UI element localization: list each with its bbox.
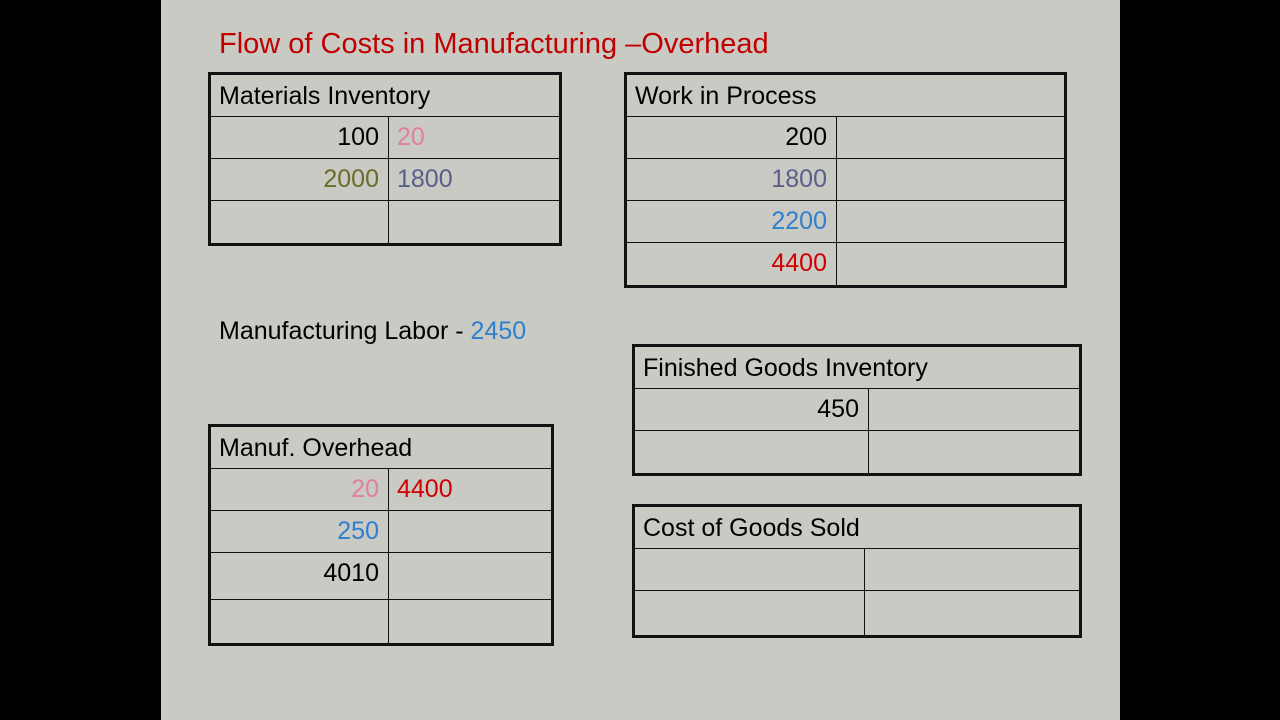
t-account-manufacturing-overhead: Manuf. Overhead 20 4400 250 4010 [208,424,554,646]
account-row [635,591,1079,635]
credit-cell [837,117,1064,158]
credit-cell [837,201,1064,242]
debit-cell [211,201,389,243]
t-account-work-in-process: Work in Process 200 1800 2200 4400 [624,72,1067,288]
debit-cell [211,600,389,643]
credit-cell [389,600,551,643]
t-account-finished-goods-inventory: Finished Goods Inventory 450 [632,344,1082,476]
debit-cell: 2000 [211,159,389,200]
account-row: 450 [635,389,1079,431]
account-title: Manuf. Overhead [211,427,551,469]
account-title: Finished Goods Inventory [635,347,1079,389]
account-title: Work in Process [627,75,1064,117]
credit-cell [869,389,1079,430]
debit-cell: 4010 [211,553,389,599]
debit-cell: 200 [627,117,837,158]
account-row: 250 [211,511,551,553]
account-row: 4010 [211,553,551,600]
credit-cell: 1800 [397,165,453,193]
debit-cell: 1800 [627,159,837,200]
labor-value: 2450 [470,317,527,345]
account-row: 200 [627,117,1064,159]
credit-cell [837,243,1064,285]
credit-cell [389,553,551,599]
slide [161,0,1120,720]
credit-cell [865,591,1079,635]
credit-cell [865,549,1079,590]
account-row [635,431,1079,473]
account-row: 100 20 [211,117,559,159]
account-row: 2000 1800 [211,159,559,201]
debit-cell [635,549,865,590]
debit-cell: 450 [635,389,869,430]
debit-cell [635,591,865,635]
debit-cell: 20 [211,469,389,510]
account-title: Materials Inventory [211,75,559,117]
account-row [211,600,551,643]
account-row: 20 4400 [211,469,551,511]
credit-cell [389,201,559,243]
account-row: 4400 [627,243,1064,285]
credit-cell: 4400 [397,475,453,503]
account-row: 1800 [627,159,1064,201]
debit-cell: 100 [211,117,389,158]
manufacturing-labor-line: Manufacturing Labor - 2450 [219,317,526,346]
account-row: 2200 [627,201,1064,243]
credit-cell [869,431,1079,473]
debit-cell: 250 [211,511,389,552]
account-title: Cost of Goods Sold [635,507,1079,549]
t-account-materials-inventory: Materials Inventory 100 20 2000 1800 [208,72,562,246]
debit-cell: 2200 [627,201,837,242]
account-row [635,549,1079,591]
credit-cell [837,159,1064,200]
credit-cell: 20 [397,123,425,151]
credit-cell [389,511,551,552]
slide-title: Flow of Costs in Manufacturing –Overhead [219,28,769,60]
account-row [211,201,559,243]
labor-label: Manufacturing Labor - [219,317,471,345]
t-account-cost-of-goods-sold: Cost of Goods Sold [632,504,1082,638]
debit-cell: 4400 [627,243,837,285]
debit-cell [635,431,869,473]
